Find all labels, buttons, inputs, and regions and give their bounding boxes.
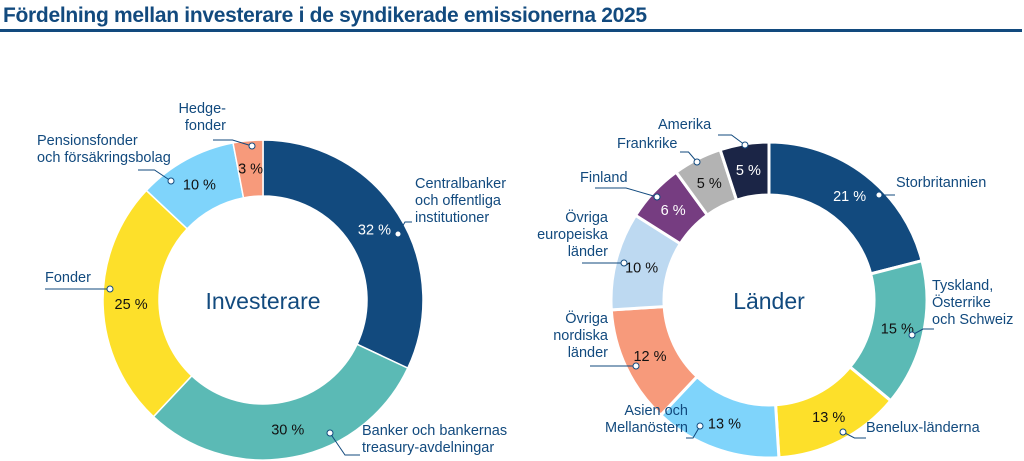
leader-dot — [839, 428, 847, 436]
label-benelux: Benelux-länderna — [866, 420, 980, 436]
chart-title: Fördelning mellan investerare i de syndi… — [3, 4, 647, 27]
label-centralbanker: Centralbanker och offentliga institutioner — [415, 176, 507, 226]
leader-dot — [248, 142, 256, 150]
label-amerika: Amerika — [658, 117, 712, 133]
leader-dot — [326, 429, 334, 437]
value-label: 32 % — [358, 222, 391, 238]
leader-line — [842, 431, 866, 439]
value-label: 30 % — [271, 423, 304, 439]
value-label: 6 % — [661, 203, 686, 219]
leader-line — [138, 169, 172, 182]
leader-line — [595, 187, 658, 198]
leader-dot — [167, 177, 175, 185]
value-label: 3 % — [238, 162, 263, 178]
label-fonder: Fonder — [45, 270, 91, 286]
leader-dot — [106, 285, 114, 293]
label-asien: Asien och Mellanöstern — [604, 403, 688, 436]
leader-dot — [632, 362, 640, 370]
leader-dot — [693, 158, 701, 166]
donut-slice — [232, 139, 264, 199]
leader-dot — [741, 141, 749, 149]
value-label: 10 % — [625, 260, 658, 276]
value-label: 12 % — [633, 349, 666, 365]
title-rule — [0, 29, 1022, 32]
donut-slice — [718, 140, 771, 203]
value-label: 10 % — [183, 177, 216, 193]
value-label: 5 % — [736, 163, 761, 179]
label-ovriga-europeiska: Övriga europeiska länder — [537, 210, 608, 260]
value-label: 13 % — [708, 417, 741, 433]
leader-dot — [394, 230, 402, 238]
leader-line — [718, 134, 746, 146]
leader-dot — [620, 259, 628, 267]
leader-line — [213, 139, 253, 147]
value-label: 15 % — [881, 322, 914, 338]
label-hedgefonder: Hedge-fonder — [178, 101, 226, 134]
center-label: Investerare — [205, 288, 320, 314]
label-pensionsfonder: Pensionsfonder och försäkringsbolag — [37, 133, 171, 166]
donut-slice — [767, 140, 924, 276]
donut-slice — [152, 343, 409, 461]
label-storbritannien: Storbritannien — [896, 175, 987, 191]
leader-dot — [875, 191, 883, 199]
leader-line — [397, 221, 412, 235]
label-finland: Finland — [580, 170, 628, 186]
value-label: 25 % — [115, 297, 148, 313]
leader-dot — [653, 193, 661, 201]
label-ovriga-nordiska: Övriga nordiska länder — [553, 311, 608, 361]
label-tyskland: Tyskland, Österrike och Schweiz — [932, 278, 1014, 328]
leader-line — [329, 432, 360, 456]
value-label: 21 % — [833, 189, 866, 205]
leader-dot — [908, 331, 916, 339]
leader-line — [911, 328, 934, 336]
donut-slice — [262, 139, 424, 370]
leader-dot — [696, 422, 704, 430]
label-banker: Banker och bankernas treasury-avdelningar — [362, 423, 508, 456]
leader-line — [680, 151, 698, 163]
leader-line — [686, 425, 701, 439]
center-label: Länder — [733, 288, 805, 314]
label-frankrike: Frankrike — [617, 136, 678, 152]
value-label: 13 % — [812, 410, 845, 426]
value-label: 5 % — [697, 176, 722, 192]
